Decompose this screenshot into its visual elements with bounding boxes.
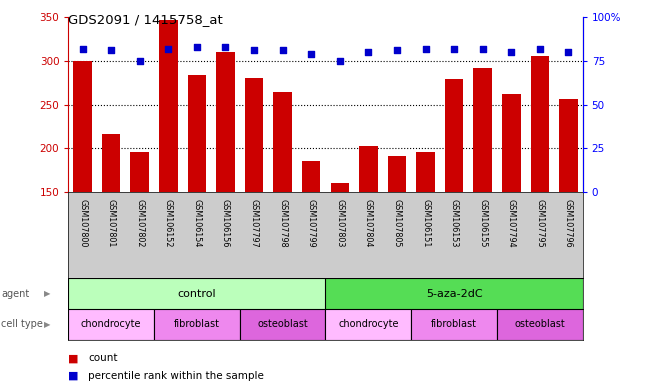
Point: [392, 47, 402, 53]
Bar: [68, 278, 326, 309]
Point: [135, 58, 145, 64]
Bar: [245, 78, 264, 323]
Bar: [187, 75, 206, 323]
Bar: [473, 68, 492, 323]
Point: [191, 44, 202, 50]
Text: GDS2091 / 1415758_at: GDS2091 / 1415758_at: [68, 13, 223, 26]
Text: GSM107801: GSM107801: [107, 199, 116, 247]
Point: [363, 49, 374, 55]
Point: [220, 44, 230, 50]
Text: fibroblast: fibroblast: [431, 319, 477, 329]
Bar: [154, 309, 240, 340]
Bar: [359, 146, 378, 323]
Point: [449, 46, 459, 52]
Point: [306, 51, 316, 57]
Point: [421, 46, 431, 52]
Text: GSM107803: GSM107803: [335, 199, 344, 247]
Bar: [411, 309, 497, 340]
Point: [106, 47, 117, 53]
Bar: [74, 61, 92, 323]
Bar: [387, 156, 406, 323]
Text: GSM107796: GSM107796: [564, 199, 573, 248]
Bar: [326, 278, 583, 309]
Text: 5-aza-2dC: 5-aza-2dC: [426, 289, 482, 299]
Point: [534, 46, 545, 52]
Bar: [102, 134, 120, 323]
Bar: [559, 99, 577, 323]
Text: ■: ■: [68, 353, 79, 363]
Text: GSM106155: GSM106155: [478, 199, 487, 247]
Bar: [416, 152, 435, 323]
Bar: [445, 79, 464, 323]
Text: count: count: [88, 353, 117, 363]
Point: [277, 47, 288, 53]
Text: ▶: ▶: [44, 289, 51, 298]
Point: [249, 47, 259, 53]
Text: GSM106152: GSM106152: [164, 199, 173, 247]
Text: chondrocyte: chondrocyte: [81, 319, 141, 329]
Bar: [159, 20, 178, 323]
Point: [77, 46, 88, 52]
Text: osteoblast: osteoblast: [257, 319, 308, 329]
Bar: [326, 309, 411, 340]
Text: GSM107800: GSM107800: [78, 199, 87, 247]
Text: GSM107795: GSM107795: [535, 199, 544, 248]
Text: ■: ■: [68, 371, 79, 381]
Text: GSM107797: GSM107797: [249, 199, 258, 248]
Point: [335, 58, 345, 64]
Text: GSM107804: GSM107804: [364, 199, 373, 247]
Text: chondrocyte: chondrocyte: [338, 319, 398, 329]
Text: percentile rank within the sample: percentile rank within the sample: [88, 371, 264, 381]
Bar: [331, 183, 349, 323]
Point: [163, 46, 174, 52]
Text: GSM106153: GSM106153: [450, 199, 458, 247]
Text: osteoblast: osteoblast: [514, 319, 565, 329]
Text: agent: agent: [1, 289, 29, 299]
Text: control: control: [178, 289, 216, 299]
Bar: [130, 152, 149, 323]
Text: fibroblast: fibroblast: [174, 319, 220, 329]
Point: [563, 49, 574, 55]
Bar: [502, 94, 521, 323]
Bar: [497, 309, 583, 340]
Text: GSM106156: GSM106156: [221, 199, 230, 247]
Text: GSM106151: GSM106151: [421, 199, 430, 247]
Bar: [216, 52, 235, 323]
Bar: [302, 161, 320, 323]
Bar: [273, 91, 292, 323]
Text: GSM107798: GSM107798: [278, 199, 287, 248]
Text: GSM107805: GSM107805: [393, 199, 402, 247]
Text: GSM106154: GSM106154: [193, 199, 201, 247]
Bar: [68, 309, 154, 340]
Point: [477, 46, 488, 52]
Text: GSM107802: GSM107802: [135, 199, 145, 247]
Text: GSM107794: GSM107794: [506, 199, 516, 248]
Bar: [240, 309, 326, 340]
Text: cell type: cell type: [1, 319, 43, 329]
Text: ▶: ▶: [44, 320, 51, 329]
Text: GSM107799: GSM107799: [307, 199, 316, 248]
Bar: [531, 56, 549, 323]
Point: [506, 49, 516, 55]
